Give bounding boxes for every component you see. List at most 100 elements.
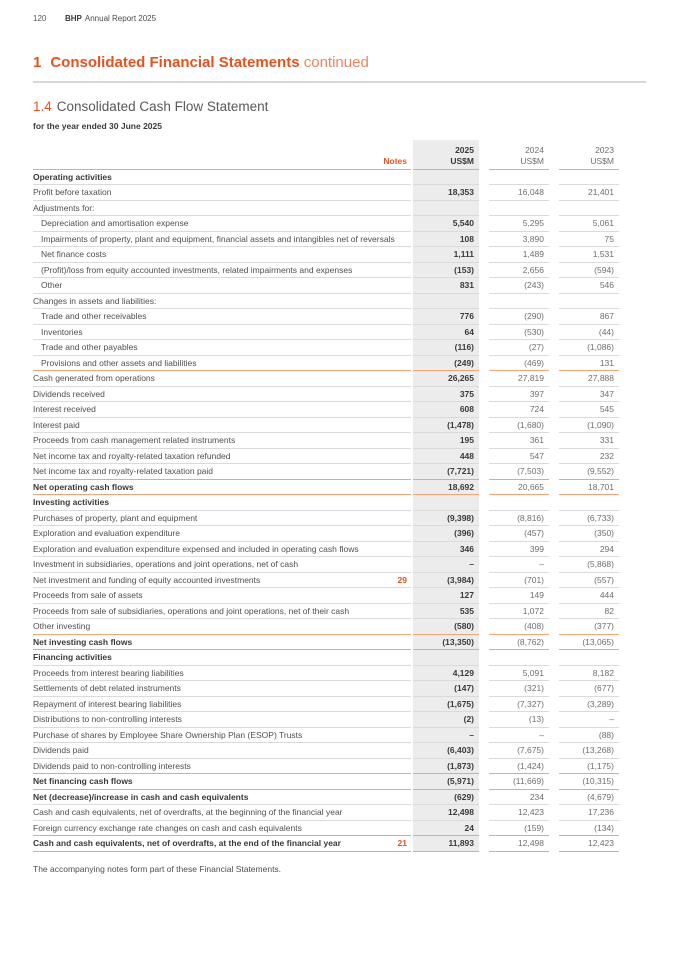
value-cell-2025: (6,403) [413, 743, 479, 759]
row-label-cell: Dividends paid to non-controlling intere… [33, 759, 411, 774]
value-cell-2024: 3,890 [489, 232, 549, 247]
value-cell-2024: – [489, 728, 549, 743]
value-cell-2025: (1,478) [413, 417, 479, 433]
row-label-cell: Net income tax and royalty-related taxat… [33, 449, 411, 464]
value-cell-2025 [413, 169, 479, 185]
value-cell-2024: 234 [489, 790, 549, 805]
value-cell-2023 [559, 294, 619, 309]
row-label-cell: Investment in subsidiaries, operations a… [33, 557, 411, 573]
note-reference: 21 [397, 838, 407, 848]
value-cell-2023: 8,182 [559, 666, 619, 681]
footnote: The accompanying notes form part of thes… [33, 863, 282, 874]
value-cell-2024: (8,816) [489, 511, 549, 526]
value-cell-2025: – [413, 557, 479, 573]
value-cell-2023: (1,175) [559, 759, 619, 774]
value-cell-2023: 18,701 [559, 480, 619, 495]
value-cell-2025: (629) [413, 789, 479, 805]
value-cell-2024: (27) [489, 340, 549, 356]
value-cell-2024: (408) [489, 619, 549, 635]
row-label-cell: Provisions and other assets and liabilit… [33, 356, 411, 371]
row-label: Operating activities [33, 171, 112, 182]
row-label-cell: Net financing cash flows [33, 774, 411, 790]
value-cell-2024: (701) [489, 573, 549, 588]
value-cell-2023 [559, 170, 619, 185]
row-label: Purchases of property, plant and equipme… [33, 512, 198, 523]
value-cell-2025: (1,675) [413, 696, 479, 712]
row-label-cell: Net income tax and royalty-related taxat… [33, 464, 411, 480]
value-cell-2023: 5,061 [559, 216, 619, 232]
value-cell-2024: (469) [489, 356, 549, 371]
row-label-cell: Net finance costs [33, 247, 411, 263]
table-row: Net (decrease)/increase in cash and cash… [33, 789, 619, 805]
row-label-cell: Cash and cash equivalents, net of overdr… [33, 836, 411, 852]
table-row: Purchase of shares by Employee Share Own… [33, 727, 619, 743]
row-label: Proceeds from cash management related in… [33, 435, 236, 445]
brand-name: BHP [65, 14, 82, 23]
table-row: Net financing cash flows (5,971) (11,669) (… [33, 774, 619, 790]
value-cell-2023: (557) [559, 573, 619, 588]
value-cell-2024: (321) [489, 681, 549, 697]
table-row: Depreciation and amortisation expense 5,5… [33, 216, 619, 232]
value-cell-2023 [559, 495, 619, 511]
row-label-cell: Net investing cash flows [33, 635, 411, 650]
table-row: Net investing cash flows (13,350) (8,762) (… [33, 634, 619, 650]
value-cell-2023: 294 [559, 542, 619, 557]
row-label: (Profit)/loss from equity accounted inve… [41, 264, 353, 275]
table-row: Dividends paid (6,403) (7,675) (13,268) [33, 743, 619, 759]
value-cell-2025: (5,971) [413, 774, 479, 790]
cashflow-table: Notes 2025 US$M 2024 US$M 2023 US$M Oper… [33, 140, 619, 852]
row-label-cell: Inventories [33, 325, 411, 340]
value-cell-2023: – [559, 712, 619, 728]
table-row: Repayment of interest bearing liabilitie… [33, 696, 619, 712]
value-cell-2023: (6,733) [559, 511, 619, 526]
value-cell-2025: 24 [413, 820, 479, 836]
row-label-cell: Profit before taxation [33, 185, 411, 201]
row-label-cell: Trade and other receivables [33, 309, 411, 325]
value-cell-2025 [413, 200, 479, 216]
table-row: Foreign currency exchange rate changes o… [33, 820, 619, 836]
row-label-cell: Cash generated from operations [33, 371, 411, 387]
row-label-cell: Changes in assets and liabilities: [33, 294, 411, 309]
row-label: Exploration and evaluation expenditure e… [33, 543, 359, 554]
notes-column-header: Notes [383, 156, 407, 166]
value-cell-2023: (677) [559, 681, 619, 697]
table-row: Dividends paid to non-controlling intere… [33, 758, 619, 774]
value-cell-2023: (1,086) [559, 340, 619, 356]
value-cell-2024 [489, 201, 549, 216]
value-cell-2024: (159) [489, 821, 549, 836]
row-label-cell: Financing activities [33, 650, 411, 666]
value-cell-2023: (13,065) [559, 635, 619, 650]
value-cell-2024: 12,498 [489, 836, 549, 852]
value-cell-2024: (457) [489, 526, 549, 542]
table-row: Net income tax and royalty-related taxat… [33, 464, 619, 480]
row-label: Exploration and evaluation expenditure [33, 528, 180, 538]
row-label-cell: Exploration and evaluation expenditure [33, 526, 411, 542]
row-label: Inventories [41, 326, 83, 337]
table-row: Exploration and evaluation expenditure (3… [33, 526, 619, 542]
value-cell-2024: (7,503) [489, 464, 549, 480]
row-label: Investment in subsidiaries, operations a… [33, 559, 299, 569]
statement-heading: 1.4 Consolidated Cash Flow Statement [33, 99, 679, 114]
row-label: Net investing cash flows [33, 636, 133, 647]
value-cell-2024 [489, 170, 549, 185]
row-label-cell: Proceeds from sale of subsidiaries, oper… [33, 604, 411, 619]
row-label: Investing activities [33, 497, 110, 507]
value-cell-2025: (2) [413, 712, 479, 728]
row-label: Dividends paid to non-controlling intere… [33, 760, 191, 771]
value-cell-2024: (243) [489, 278, 549, 294]
row-label-cell: Adjustments for: [33, 201, 411, 216]
value-cell-2024: (1,424) [489, 759, 549, 774]
value-cell-2025: 18,353 [413, 185, 479, 201]
value-cell-2024: (11,669) [489, 774, 549, 790]
row-label-cell: Cash and cash equivalents, net of overdr… [33, 805, 411, 821]
value-cell-2023: 17,236 [559, 805, 619, 821]
value-cell-2025: 535 [413, 603, 479, 619]
value-cell-2024: 1,072 [489, 604, 549, 619]
row-label-cell: Foreign currency exchange rate changes o… [33, 821, 411, 836]
value-cell-2024: (1,680) [489, 418, 549, 433]
row-label: Net financing cash flows [33, 776, 133, 786]
row-label-cell: Proceeds from sale of assets [33, 588, 411, 604]
row-label-cell: Depreciation and amortisation expense [33, 216, 411, 232]
value-cell-2023: 232 [559, 449, 619, 464]
value-cell-2025: (1,873) [413, 758, 479, 774]
